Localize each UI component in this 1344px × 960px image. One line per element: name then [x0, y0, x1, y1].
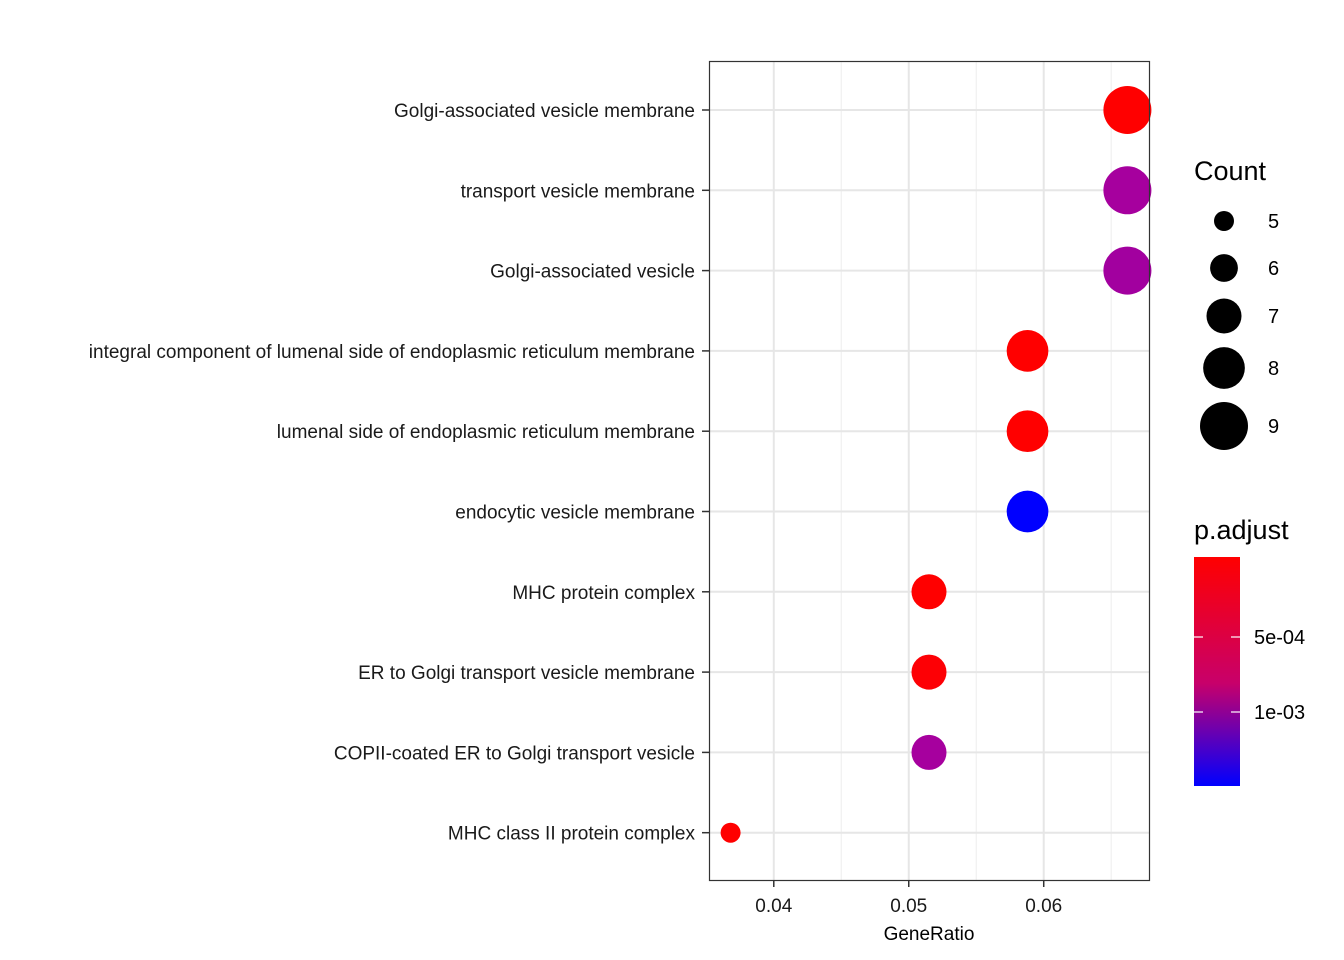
count-legend-items: 5 6 7 8 9	[1200, 211, 1279, 450]
count-legend-label: 9	[1268, 416, 1279, 438]
count-legend-label: 6	[1268, 258, 1279, 280]
count-legend-dot	[1210, 254, 1238, 282]
count-legend-label: 8	[1268, 358, 1279, 380]
y-tick-label-mhc-class-ii-protein-complex: MHC class II protein complex	[448, 824, 696, 845]
y-tick-label-golgi-associated-vesicle: Golgi-associated vesicle	[490, 262, 695, 283]
count-legend: Count 5 6 7 8 9	[1194, 156, 1279, 450]
point-er-to-golgi-transport-vesicle-membrane	[911, 654, 947, 690]
x-tick-label: 0.04	[755, 896, 792, 917]
point-integral-component-of-lumenal-side-of-endoplasmic-reticulum-membrane	[1006, 330, 1049, 372]
y-tick-label-mhc-protein-complex: MHC protein complex	[512, 583, 695, 604]
count-legend-dot	[1200, 402, 1248, 450]
point-golgi-associated-vesicle	[1103, 246, 1152, 295]
count-legend-dot	[1206, 298, 1242, 334]
x-tick-label: 0.06	[1025, 896, 1062, 917]
y-tick-label-copii-coated-er-to-golgi-transport-vesicle: COPII-coated ER to Golgi transport vesic…	[334, 743, 695, 764]
padj-legend: p.adjust 5e-04 1e-03	[1194, 515, 1305, 786]
y-axis: Golgi-associated vesicle membrane transpo…	[89, 101, 709, 845]
y-tick-label-lumenal-side-of-endoplasmic-reticulum-membrane: lumenal side of endoplasmic reticulum me…	[277, 422, 695, 443]
colorbar-tick-label: 5e-04	[1254, 627, 1305, 649]
count-legend-label: 5	[1268, 211, 1279, 233]
x-axis: 0.04 0.05 0.06	[755, 880, 1062, 917]
y-tick-label-er-to-golgi-transport-vesicle-membrane: ER to Golgi transport vesicle membrane	[358, 663, 695, 684]
count-legend-title: Count	[1194, 156, 1267, 186]
point-mhc-class-ii-protein-complex	[720, 822, 741, 843]
y-tick-label-endocytic-vesicle-membrane: endocytic vesicle membrane	[455, 503, 695, 524]
point-mhc-protein-complex	[911, 574, 947, 610]
point-golgi-associated-vesicle-membrane	[1103, 86, 1152, 134]
count-legend-dot	[1214, 211, 1234, 231]
padj-colorbar-ticks: 5e-04 1e-03	[1194, 627, 1305, 724]
count-legend-dot	[1203, 347, 1245, 389]
padj-legend-title: p.adjust	[1194, 515, 1289, 545]
point-transport-vesicle-membrane	[1103, 166, 1152, 215]
padj-colorbar	[1194, 557, 1240, 786]
y-tick-label-integral-component-of-lumenal-side-of-endoplasmic-reticulum-membrane: integral component of lumenal side of en…	[89, 342, 695, 363]
point-lumenal-side-of-endoplasmic-reticulum-membrane	[1006, 410, 1049, 453]
x-axis-title: GeneRatio	[884, 924, 975, 945]
plot-panel	[708, 60, 1152, 882]
colorbar-tick-label: 1e-03	[1254, 702, 1305, 724]
panel-border	[708, 60, 1151, 882]
x-tick-label: 0.05	[890, 896, 927, 917]
count-legend-label: 7	[1268, 306, 1279, 328]
y-tick-label-golgi-associated-vesicle-membrane: Golgi-associated vesicle membrane	[394, 101, 695, 122]
data-points	[720, 86, 1152, 843]
y-tick-label-transport-vesicle-membrane: transport vesicle membrane	[461, 181, 695, 202]
point-copii-coated-er-to-golgi-transport-vesicle	[911, 734, 947, 770]
point-endocytic-vesicle-membrane	[1006, 490, 1049, 533]
